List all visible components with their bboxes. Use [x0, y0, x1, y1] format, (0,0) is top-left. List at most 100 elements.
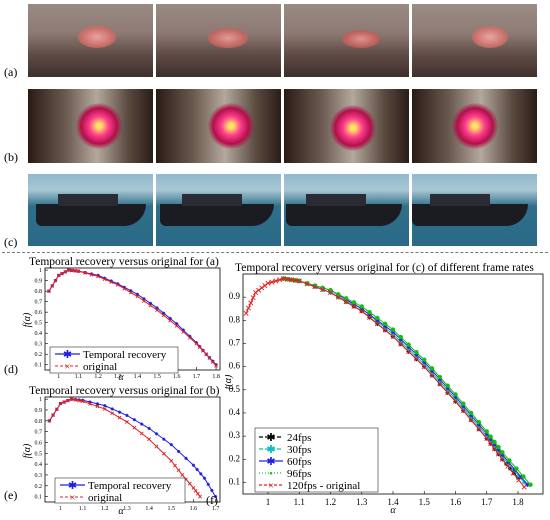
chart-d-series-original-point — [168, 318, 173, 323]
photo-frame-a4 — [412, 4, 537, 77]
chart-f-series-120fps-original-point — [505, 463, 511, 469]
chart-e-xlabel: α — [118, 506, 124, 517]
chart-e-series-temporal-recovery-point — [210, 488, 214, 493]
chart-e-xtick-label: 1 — [59, 506, 62, 512]
chart-e-series-original-point — [88, 401, 92, 406]
chart-e-series-temporal-recovery-point — [110, 407, 114, 411]
chart-d-title: Temporal recovery versus original for (a… — [29, 256, 219, 268]
chart-e-series-original-point — [173, 463, 177, 468]
chart-e-series-original-point — [180, 473, 185, 477]
chart-f-series-120fps-original-point — [413, 356, 419, 362]
chart-f-series-120fps-original-point — [429, 372, 435, 378]
chart-d-series-original-point — [53, 278, 58, 283]
chart-d-series-original-point — [47, 289, 51, 294]
chart-e-marks — [47, 397, 218, 499]
chart-e-series-original-point — [47, 418, 52, 423]
chart-f-series-120fps-original-point — [374, 321, 380, 327]
chart-f-series-96fps-point — [359, 304, 364, 309]
chart-f-title: Temporal recovery versus original for (c… — [235, 262, 534, 274]
chart-f-series-120fps-original-point — [488, 441, 494, 447]
chart-e-ytick-label: 0.3 — [35, 473, 43, 479]
chart-f-series-120fps-original-point — [516, 477, 522, 483]
chart-d-ylabel: f(α) — [22, 312, 33, 327]
chart-e-series-original-point — [62, 400, 67, 404]
chart-d-series-original-point — [63, 269, 68, 274]
chart-e-legend: ✱ Temporal recovery × original — [54, 477, 186, 504]
chart-f-series-120fps-original-point — [259, 285, 265, 291]
chart-d-legend: ✱ Temporal recovery × original — [49, 346, 179, 374]
chart-f-legend-marker-120: × — [268, 480, 274, 492]
chart-f-ytick-label: 0.9 — [229, 291, 241, 301]
chart-f: Temporal recovery versus original for (c… — [225, 262, 544, 516]
chart-f-series-96fps-point — [468, 410, 474, 416]
chart-d-series-original-line — [48, 269, 217, 367]
chart-f-series-96fps-point — [336, 292, 341, 297]
chart-d-ytick-label: 1 — [39, 268, 42, 274]
chart-d: Temporal recovery versus original for (a… — [4, 256, 221, 382]
chart-f-series-120fps-original-point — [245, 305, 251, 311]
chart-d-series-original-point — [102, 277, 107, 282]
chart-d-series-original-point — [135, 294, 140, 299]
chart-e-series-temporal-recovery-point — [147, 426, 151, 430]
chart-f-series-120fps-original-point — [262, 283, 268, 289]
chart-f-series-120fps-original-point — [398, 341, 404, 347]
chart-f-xtick-label: 1.6 — [450, 497, 462, 507]
chart-f-xtick-label: 1.4 — [387, 497, 399, 507]
chart-d-ytick-label: 0.6 — [35, 310, 43, 316]
chart-e-series-original-point — [139, 431, 144, 436]
chart-d-series-original-point — [60, 271, 64, 276]
chart-f-series-120fps-original-point — [252, 290, 259, 296]
chart-d-series-original-point — [128, 290, 133, 295]
chart-e-series-original-point — [51, 413, 56, 417]
chart-d-xtick-label: 1.8 — [212, 374, 220, 380]
chart-f-series-96fps-point — [390, 327, 396, 332]
chart-f-legend-label-24: 24fps — [287, 432, 311, 444]
chart-e-series-original-point — [69, 397, 74, 402]
chart-f-series-120fps-original-point — [250, 295, 256, 301]
chart-e-series-temporal-recovery-point — [169, 443, 173, 447]
chart-d-series-original-point — [161, 313, 166, 318]
chart-f-series-96fps-point — [500, 450, 505, 455]
chart-f-series-120fps-original-point — [256, 287, 262, 293]
chart-f-series-120fps-original-point — [296, 278, 302, 284]
chart-d-xtick-label: 1.3 — [114, 374, 122, 380]
photo-frame-b2 — [156, 89, 281, 163]
chart-e-yticks: 0.1 0.2 0.3 0.4 0.5 0.6 0.7 0.8 0.9 1 — [35, 397, 48, 501]
chart-f-legend-label-60: 60fps — [287, 456, 311, 468]
chart-e-ytick-label: 1 — [39, 397, 42, 403]
row-label-c: (c) — [4, 235, 18, 249]
chart-f-series-96fps-point — [453, 392, 458, 397]
chart-f-series-120fps-original-point — [243, 310, 249, 316]
chart-f-ytick-label: 0.7 — [229, 337, 241, 347]
chart-f-series-120fps-original-point — [288, 277, 294, 283]
chart-e-series-original-point — [73, 397, 78, 402]
chart-d-legend-marker-original: × — [64, 361, 70, 373]
chart-f-legend-label-96: 96fps — [287, 468, 311, 480]
row-label-f-outer: (f) — [206, 493, 218, 507]
chart-e-series-temporal-recovery-point — [154, 432, 159, 436]
chart-e-xtick-label: 1.3 — [123, 506, 131, 512]
chart-f-series-120fps-original-point — [468, 417, 474, 423]
chart-f-series-120fps-original-point — [320, 287, 326, 293]
chart-f-series-120fps-original-point — [495, 451, 501, 457]
chart-e-series-temporal-recovery-point — [184, 456, 188, 460]
chart-f-series-120fps-original-point — [452, 398, 459, 404]
chart-f-series-96fps-point — [496, 444, 501, 450]
chart-f-series-120fps-original-point — [273, 278, 279, 284]
chart-d-xtick-label: 1 — [57, 374, 60, 380]
chart-f-series-120fps-original-point — [248, 300, 254, 306]
chart-d-xtick-label: 1.6 — [173, 374, 181, 380]
chart-f-series-120fps-original-point — [281, 276, 287, 282]
chart-f-xtick-label: 1 — [266, 497, 271, 507]
chart-f-series-96fps-point — [445, 383, 450, 388]
chart-f-ytick-label: 0.3 — [229, 430, 241, 440]
chart-e-ytick-label: 0.7 — [35, 430, 43, 436]
chart-d-legend-marker-recovery: ✱ — [63, 349, 72, 361]
chart-e-series-temporal-recovery-point — [117, 410, 122, 414]
chart-d-series-original-point — [66, 268, 71, 273]
chart-f-series-60fps-point — [414, 352, 419, 357]
photo-frame-a3 — [284, 4, 409, 77]
chart-f-series-96fps-point — [375, 315, 380, 321]
chart-e-series-temporal-recovery-point — [191, 463, 196, 467]
chart-f-ytick-label: 0.1 — [229, 476, 240, 486]
